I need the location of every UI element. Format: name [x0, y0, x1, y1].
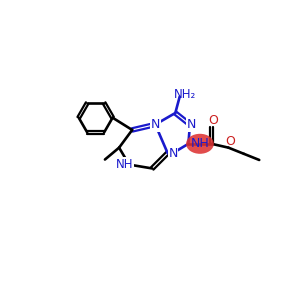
- Ellipse shape: [186, 134, 214, 154]
- Text: O: O: [225, 135, 235, 148]
- Text: O: O: [208, 114, 218, 127]
- Text: N: N: [168, 146, 178, 160]
- Text: NH: NH: [190, 137, 209, 150]
- Text: N: N: [187, 118, 196, 131]
- Text: NH: NH: [116, 158, 133, 171]
- Text: NH₂: NH₂: [174, 88, 196, 101]
- Text: N: N: [151, 118, 160, 131]
